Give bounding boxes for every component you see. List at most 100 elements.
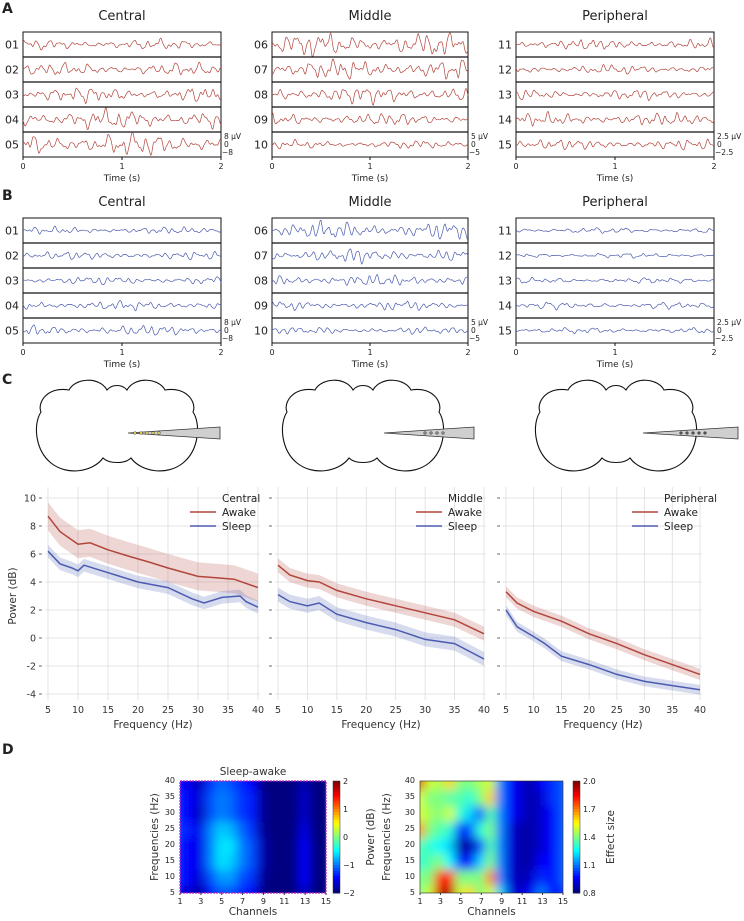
- heatmap-cell: [454, 820, 467, 838]
- channel-label: 08: [254, 275, 268, 288]
- heatmap-cell: [556, 788, 563, 806]
- heatmap-cell: [516, 804, 529, 822]
- time-axis-label: Time (s): [103, 360, 141, 370]
- heatmap-cell: [205, 884, 218, 893]
- time-axis-label: Time (s): [103, 174, 141, 184]
- time-tick-label: 2: [218, 162, 223, 171]
- heatmap-cell: [536, 820, 549, 838]
- channel-label: 07: [254, 250, 268, 263]
- scale-label-top: 5 µV: [471, 132, 489, 141]
- x-tick-label: 3: [438, 897, 443, 906]
- channel-label: 12: [498, 64, 512, 77]
- series-line-awake: [277, 564, 485, 635]
- eeg-trace: [22, 225, 222, 235]
- heatmap-cell: [225, 836, 239, 854]
- heatmap-cell: [475, 788, 488, 806]
- legend-title: Peripheral: [664, 493, 717, 505]
- heatmap-cell: [184, 836, 197, 854]
- x-tick-label: 30: [419, 705, 431, 716]
- heatmap-cell: [454, 884, 467, 893]
- probe-electrode: [703, 431, 707, 435]
- heatmap-cell: [194, 868, 208, 886]
- heatmap-cell: [298, 868, 312, 886]
- heatmap-cell: [257, 852, 270, 870]
- colorbar-segment: [333, 876, 340, 880]
- channel-label: 03: [5, 89, 19, 102]
- colorbar-segment: [573, 862, 580, 866]
- heatmap-cell: [278, 884, 291, 893]
- colorbar-segment: [573, 881, 580, 886]
- colorbar-segment: [573, 817, 580, 821]
- heatmap-cell: [246, 884, 260, 893]
- colorbar-segment: [573, 870, 580, 874]
- heatmap-cell: [420, 788, 427, 806]
- scale-label-top: 2.5 µV: [717, 132, 742, 141]
- heatmap-cell: [257, 868, 270, 886]
- y-tick-label: 30: [165, 808, 175, 817]
- y-tick-label: 10: [24, 494, 36, 505]
- y-tick-label: 5: [410, 888, 415, 897]
- y-tick-label: 25: [165, 824, 175, 833]
- x-tick-label: 5: [458, 897, 463, 906]
- colorbar-segment: [333, 789, 340, 793]
- colorbar-segment: [333, 825, 340, 830]
- colorbar-segment: [573, 803, 580, 807]
- heatmap-cell: [420, 804, 427, 822]
- probe-electrode: [151, 431, 155, 435]
- heatmap-cell: [236, 781, 249, 790]
- eeg-trace: [271, 326, 469, 335]
- heatmap-cell: [516, 788, 529, 806]
- colorbar-segment: [333, 870, 340, 874]
- heatmap-cell: [319, 852, 326, 870]
- heatmap-cell: [464, 868, 478, 886]
- channel-label: 06: [254, 39, 268, 52]
- heatmap-cell: [278, 852, 291, 870]
- colorbar-segment: [333, 848, 340, 852]
- heatmap-cell: [516, 781, 529, 790]
- x-tick-label: 5: [275, 705, 281, 716]
- y-tick-label: 30: [405, 808, 415, 817]
- time-axis-label: Time (s): [351, 360, 389, 370]
- heatmap-cell: [424, 804, 437, 822]
- y-tick-label: 6: [30, 550, 36, 561]
- heatmap-cell: [424, 852, 437, 870]
- heatmap-cell: [475, 836, 488, 854]
- heatmap-cell: [246, 868, 260, 886]
- heatmap-cell: [194, 820, 208, 838]
- heatmap-cell: [184, 852, 197, 870]
- heatmap-cell: [485, 836, 498, 854]
- heatmap-cell: [225, 820, 239, 838]
- eeg-trace: [515, 37, 715, 50]
- heatmap-cell: [319, 820, 326, 838]
- channel-label: 03: [5, 275, 19, 288]
- colorbar-tick-label: 1: [343, 805, 348, 814]
- panel-label-a: A: [2, 1, 13, 17]
- colorbar-segment: [333, 867, 340, 872]
- eeg-trace: [516, 138, 715, 151]
- heatmap-cell: [257, 781, 270, 790]
- heatmap-cell: [267, 781, 281, 790]
- colorbar-segment: [333, 862, 340, 866]
- colorbar-segment: [333, 828, 340, 832]
- colorbar-segment: [333, 831, 340, 835]
- heatmap-cell: [536, 781, 549, 790]
- heatmap-cell: [444, 820, 457, 838]
- y-tick-label: -2: [27, 662, 36, 673]
- panel-label-c: C: [2, 372, 12, 388]
- y-tick-label: -4: [27, 690, 36, 701]
- colorbar-segment: [573, 831, 580, 835]
- x-tick-label: 9: [499, 897, 504, 906]
- colorbar-tick-label: −2: [343, 889, 355, 898]
- heatmap-cell: [225, 868, 239, 886]
- probe-electrode: [133, 431, 137, 435]
- probe-electrode: [423, 431, 427, 435]
- colorbar-segment: [573, 781, 580, 785]
- colorbar-segment: [333, 890, 340, 894]
- colorbar-label: Effect size: [605, 810, 617, 864]
- scale-label-zero: 0: [471, 326, 476, 335]
- y-tick-label: 20: [165, 840, 175, 849]
- heatmap-cell: [288, 868, 301, 886]
- x-tick-label: 10: [72, 705, 84, 716]
- heatmap-cell: [546, 884, 559, 893]
- heatmap-cell: [505, 852, 519, 870]
